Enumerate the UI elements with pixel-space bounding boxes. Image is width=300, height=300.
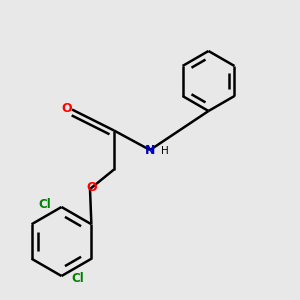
Text: N: N [145, 143, 155, 157]
Text: O: O [86, 181, 97, 194]
Text: Cl: Cl [39, 197, 51, 211]
Text: O: O [61, 101, 72, 115]
Text: Cl: Cl [72, 272, 84, 285]
Text: H: H [160, 146, 168, 157]
